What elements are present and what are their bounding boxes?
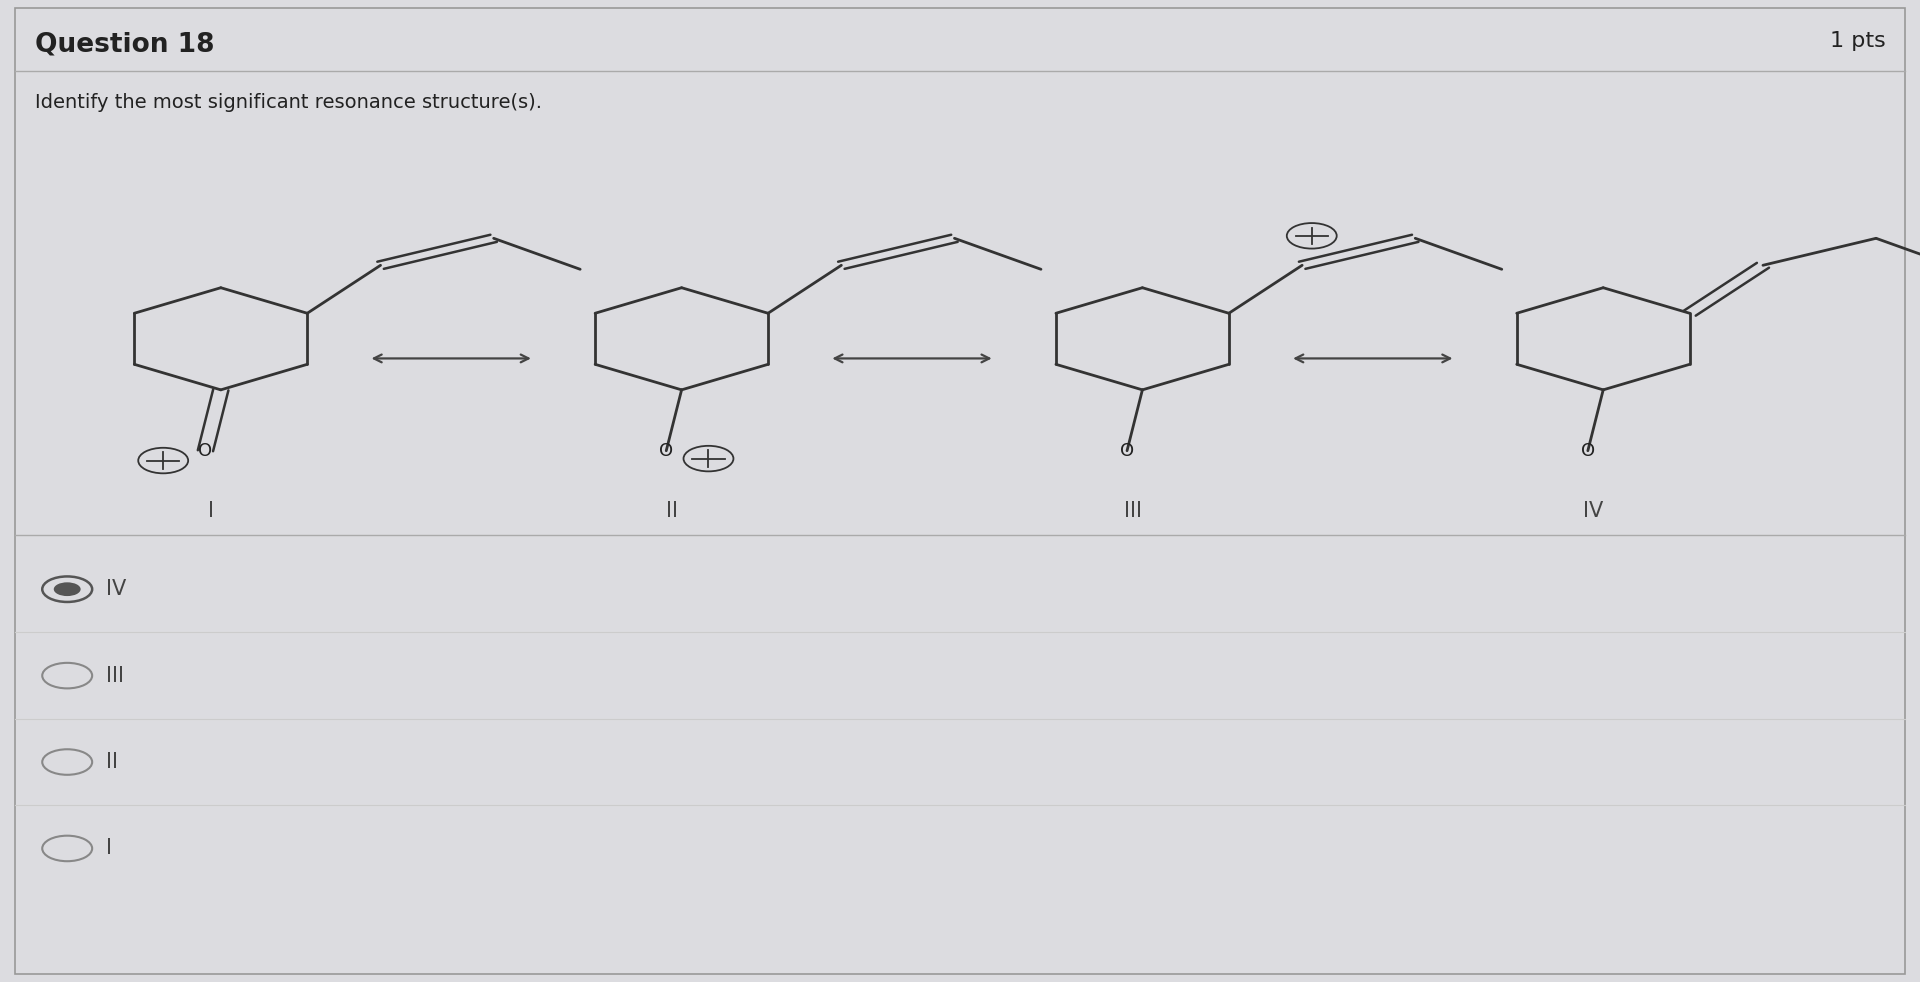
Text: II: II (106, 752, 117, 772)
Text: I: I (207, 501, 215, 520)
Text: II: II (666, 501, 678, 520)
Text: I: I (106, 839, 111, 858)
Text: III: III (1123, 501, 1142, 520)
Text: O: O (1580, 442, 1596, 460)
Circle shape (54, 582, 81, 596)
Text: IV: IV (1584, 501, 1603, 520)
Text: O: O (659, 442, 674, 460)
Text: III: III (106, 666, 123, 685)
Text: O: O (198, 442, 213, 460)
Text: Identify the most significant resonance structure(s).: Identify the most significant resonance … (35, 93, 541, 112)
Text: IV: IV (106, 579, 127, 599)
Text: 1 pts: 1 pts (1830, 31, 1885, 51)
Text: Question 18: Question 18 (35, 31, 213, 57)
Text: O: O (1119, 442, 1135, 460)
FancyBboxPatch shape (15, 8, 1905, 974)
